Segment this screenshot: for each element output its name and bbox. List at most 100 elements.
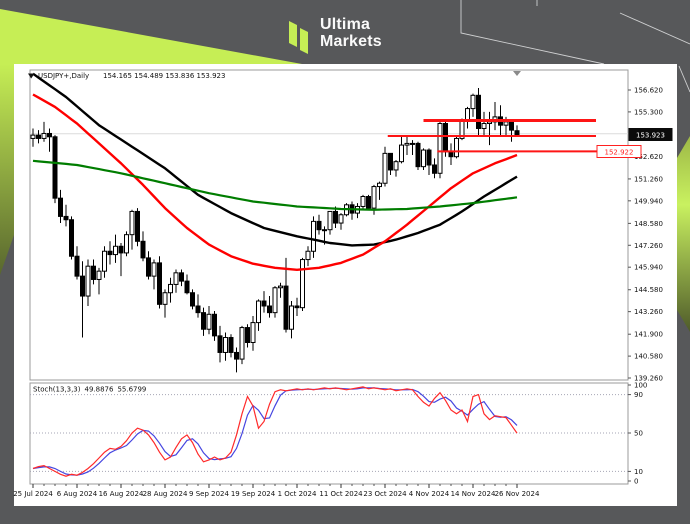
price-axis[interactable]: 156.620 155.300 152.620 151.260 149.940 148.5… — [628, 87, 663, 383]
price-axis-label: 140.580 — [634, 353, 663, 361]
candle-body — [465, 108, 470, 121]
brand-line1: Ultima — [320, 16, 371, 33]
candle-body — [234, 351, 239, 360]
candle-body — [96, 270, 102, 280]
candle-body — [437, 123, 443, 174]
candle-body — [162, 292, 168, 305]
candle-body — [168, 283, 173, 294]
candle-body — [377, 182, 382, 188]
price-axis-label: 152.620 — [634, 153, 663, 161]
candle-body — [146, 257, 151, 277]
candle-body — [404, 142, 410, 146]
svg-text:152.922: 152.922 — [605, 149, 634, 157]
candle-body — [74, 255, 80, 277]
candle-body — [393, 161, 399, 171]
candle-body — [223, 337, 228, 353]
candle-body — [30, 134, 36, 139]
candle-body — [338, 214, 344, 224]
ma-slow-black — [32, 72, 518, 247]
candle-body — [289, 305, 294, 330]
candle-body — [228, 337, 234, 353]
brand-logo-icon — [289, 21, 308, 54]
candle-body — [382, 152, 388, 184]
candle-body — [206, 313, 212, 330]
candle-body — [333, 210, 338, 224]
price-axis-label: 144.580 — [634, 286, 663, 294]
candle-body — [201, 312, 206, 330]
header-lime-triangle — [0, 9, 302, 64]
time-axis-label: 25 Jul 2024 — [13, 490, 53, 498]
candle-body — [135, 210, 140, 242]
candle-body — [58, 197, 63, 217]
candle-body — [311, 220, 316, 252]
stoch-axis-label: 10 — [634, 468, 643, 476]
candle-body — [278, 285, 283, 289]
ma-fast-red — [32, 93, 518, 271]
candle-body — [454, 137, 459, 158]
time-axis-label: 4 Nov 2024 — [409, 490, 450, 498]
price-axis-label: 148.580 — [634, 220, 663, 228]
candle-body — [366, 196, 371, 209]
candle-body — [179, 272, 184, 282]
brand-line2: Markets — [320, 32, 382, 50]
candle-body — [118, 245, 124, 254]
price-axis-label: 149.940 — [634, 197, 663, 205]
candle-body — [173, 272, 179, 285]
price-axis-label: 155.300 — [634, 108, 663, 116]
candle-body — [212, 313, 217, 337]
candle-body — [410, 142, 415, 145]
time-axis[interactable]: 25 Jul 2024 6 Aug 2024 16 Aug 2024 28 Aug 2… — [13, 484, 540, 498]
candle-body — [476, 94, 481, 129]
indicator-signal-value: 55.6799 — [117, 386, 146, 394]
chart-shift-marker-icon[interactable] — [513, 71, 521, 76]
candle-body — [36, 134, 41, 139]
stoch-axis-label: 0 — [634, 478, 638, 486]
indicator-label: Stoch(13,3,3) — [33, 386, 81, 394]
candle-body — [239, 327, 245, 360]
price-axis-label: 147.260 — [634, 242, 663, 250]
time-axis-label: 1 Oct 2024 — [278, 490, 317, 498]
candle-body — [322, 229, 327, 232]
stochastic-plot-area[interactable] — [29, 382, 629, 485]
candle-body — [415, 142, 421, 168]
right-edge-lime-wedge — [677, 136, 690, 332]
symbol-dropdown-icon[interactable] — [28, 73, 35, 79]
candle-body — [151, 262, 157, 277]
alert-price-tag[interactable]: 152.922 — [596, 145, 642, 158]
candle-body — [52, 136, 58, 199]
candle-body — [85, 265, 91, 297]
price-axis-label: 141.900 — [634, 331, 663, 339]
candle-body — [509, 121, 514, 131]
chart-title-ohlc: 154.165 154.489 153.836 153.923 — [103, 72, 225, 80]
price-axis-label: 145.940 — [634, 264, 663, 272]
candle-body — [113, 245, 118, 256]
candle-body — [503, 121, 509, 126]
time-axis-label: 28 Aug 2024 — [143, 490, 188, 498]
candle-body — [63, 215, 69, 221]
candle-body — [448, 151, 454, 158]
candle-body — [421, 149, 426, 168]
time-axis-label: 11 Oct 2024 — [319, 490, 363, 498]
candle-body — [470, 94, 476, 110]
price-axis-label: 156.620 — [634, 87, 663, 95]
price-axis-label: 143.260 — [634, 308, 663, 316]
svg-text:153.923: 153.923 — [636, 132, 665, 140]
time-axis-label: 23 Oct 2024 — [363, 490, 407, 498]
candle-body — [487, 121, 492, 125]
stoch-axis-label: 90 — [634, 391, 643, 399]
candle-body — [294, 305, 300, 309]
current-price-tag: 153.923 — [628, 128, 673, 141]
stoch-axis-label: 50 — [634, 430, 643, 438]
candle-body — [157, 262, 162, 305]
time-axis-label: 16 Aug 2024 — [99, 490, 144, 498]
candle-body — [129, 210, 135, 236]
candle-body — [267, 305, 272, 314]
candle-body — [41, 132, 47, 139]
candle-body — [184, 280, 190, 294]
candle-body — [371, 186, 377, 209]
hexagon-outline-decor — [460, 0, 690, 93]
candle-body — [80, 275, 85, 297]
candle-body — [47, 132, 52, 138]
